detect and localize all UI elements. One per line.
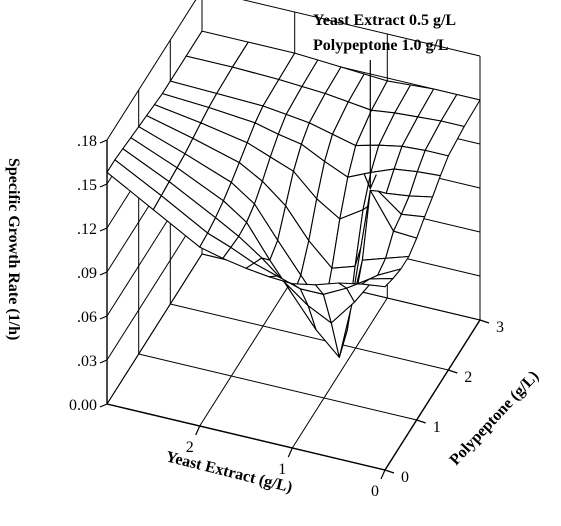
z-axis-title: Specific Growth Rate (1/h)	[5, 158, 22, 340]
back-wall-gridline	[241, 0, 481, 57]
z-tick-label: .12	[77, 221, 97, 238]
z-tick	[99, 403, 108, 408]
y-axis-title: Polypeptone (g/L)	[446, 368, 542, 469]
floor-gridline	[106, 253, 203, 405]
floor-gridline	[199, 275, 296, 427]
z-tick	[99, 183, 108, 188]
z-tick-label: 0.00	[69, 397, 97, 414]
floor-gridline	[170, 303, 449, 371]
z-tick-label: .15	[77, 177, 97, 194]
x-axis-title: Yeast Extract (g/L)	[164, 448, 294, 496]
y-tick-label: 0	[401, 469, 409, 486]
x-tick-label: 0	[371, 483, 379, 500]
x-tick-label: 1	[278, 461, 286, 478]
z-tick-label: .09	[77, 265, 97, 282]
left-wall-gridline	[106, 0, 197, 141]
y-tick	[479, 319, 490, 324]
y-tick-label: 1	[433, 419, 441, 436]
y-tick	[384, 469, 395, 474]
surface-cell	[361, 278, 394, 288]
z-tick	[99, 315, 108, 320]
floor-gridline	[291, 297, 388, 449]
annotation-arrow-head	[363, 174, 377, 190]
z-tick	[99, 271, 108, 276]
y-tick	[448, 369, 458, 374]
floor-gridline	[138, 353, 417, 421]
z-tick-label: .18	[77, 133, 97, 150]
z-tick-label: .06	[77, 309, 97, 326]
z-tick	[99, 227, 108, 232]
z-tick	[99, 359, 108, 364]
annotation-line-2: Polypeptone 1.0 g/L	[313, 37, 449, 54]
x-tick	[195, 425, 201, 436]
x-tick-label: 2	[186, 439, 194, 456]
annotation-line-1: Yeast Extract 0.5 g/L	[313, 12, 456, 29]
chart-axes: 0.00 .03 .06 .09 .12 .15 .18 0 1 2 0 1 2 3	[69, 60, 504, 500]
z-tick-label: .03	[77, 353, 97, 370]
x-tick	[287, 447, 293, 458]
y-tick-label: 3	[496, 319, 504, 336]
x-tick	[380, 469, 386, 480]
y-tick	[416, 419, 426, 424]
y-axis-line	[384, 319, 481, 471]
x-axis-line	[106, 403, 386, 471]
surface-mesh	[106, 30, 481, 358]
y-tick-label: 2	[464, 369, 472, 386]
z-tick	[99, 139, 108, 144]
